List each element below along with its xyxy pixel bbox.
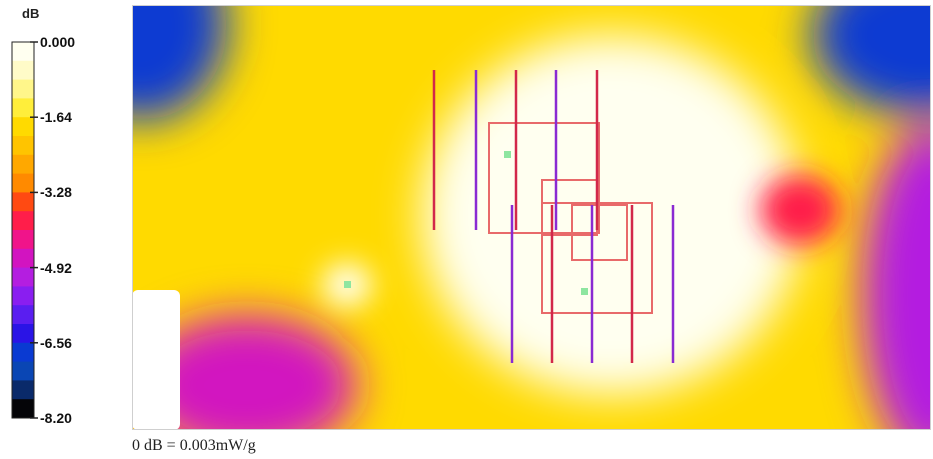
colorbar-band xyxy=(12,79,34,99)
colorbar-tick-label: 0.000 xyxy=(40,34,76,50)
colorbar-band xyxy=(12,154,34,175)
reference-footnote: 0 dB = 0.003mW/g xyxy=(132,437,256,454)
right-edge-low-region xyxy=(862,125,931,430)
plot-frame xyxy=(132,5,931,430)
colorbar-svg xyxy=(11,41,38,419)
colorbar-band xyxy=(12,60,34,81)
colorbar-band xyxy=(12,324,34,344)
colorbar-band xyxy=(12,98,34,118)
heatmap-plot-area xyxy=(132,5,931,430)
feed-marker-3 xyxy=(344,281,351,288)
element-box-upper xyxy=(488,122,600,234)
colorbar-band xyxy=(12,248,34,269)
colorbar-band xyxy=(12,286,34,306)
colorbar-band xyxy=(12,380,34,400)
colorbar-frame xyxy=(11,41,35,419)
colorbar-band xyxy=(12,305,34,325)
colorbar-band xyxy=(12,211,34,231)
colorbar-legend: dB 0.000 -1.64 -3.28 -4.92 -6.56 -8.20 xyxy=(0,0,125,430)
colorbar-band xyxy=(12,173,34,193)
bottom-left-low-region xyxy=(137,315,357,430)
top-right-low-region xyxy=(812,5,931,115)
top-left-low-region xyxy=(132,5,227,120)
colorbar-tick-label: -4.92 xyxy=(40,259,72,276)
feed-marker-2 xyxy=(581,288,588,295)
colorbar-band xyxy=(12,267,34,287)
colorbar-band xyxy=(12,399,34,419)
colorbar-tick-label: -3.28 xyxy=(40,184,72,201)
colorbar-tick-label: -8.20 xyxy=(40,410,72,426)
colorbar-band xyxy=(12,361,34,381)
colorbar-band xyxy=(12,117,34,137)
colorbar-band xyxy=(12,230,34,250)
colorbar-tick-label: -6.56 xyxy=(40,334,72,351)
right-hotspot xyxy=(760,175,840,245)
colorbar-band xyxy=(12,342,34,363)
blank-corner-patch xyxy=(132,290,180,430)
colorbar-band xyxy=(12,192,34,212)
antenna-elements xyxy=(344,70,675,363)
colorbar-tick-label: -1.64 xyxy=(40,109,72,126)
element-box-right xyxy=(571,204,628,261)
colorbar-band xyxy=(12,42,34,62)
colorbar-band xyxy=(12,136,34,156)
colorbar-unit-label: dB xyxy=(22,6,40,21)
center-peak-region xyxy=(422,35,802,395)
feed-marker-1 xyxy=(504,151,511,158)
